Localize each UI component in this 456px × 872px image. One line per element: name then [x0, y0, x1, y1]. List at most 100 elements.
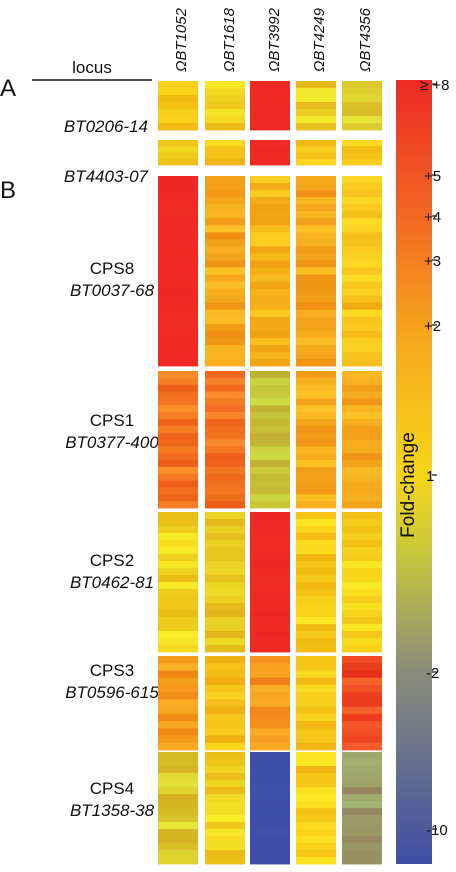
heatmap-cell-stripe: [296, 638, 336, 646]
heatmap-cell-stripe: [296, 309, 336, 318]
heatmap-cell-stripe: [250, 638, 290, 646]
heatmap-cell-stripe: [205, 568, 245, 576]
heatmap-cell-stripe: [250, 295, 290, 304]
heatmap-cell-stripe: [250, 815, 290, 823]
heatmap-cell-stripe: [205, 211, 245, 219]
heatmap-cell-stripe: [296, 253, 336, 261]
heatmap-cell-stripe: [296, 494, 336, 502]
heatmap-cell-stripe: [250, 624, 290, 632]
heatmap-cell-stripe: [158, 267, 198, 276]
heatmap-cell-stripe: [296, 713, 336, 722]
heatmap-cell-stripe: [296, 501, 336, 509]
heatmap-cell-stripe: [296, 480, 336, 488]
heatmap-cell-stripe: [296, 843, 336, 851]
heatmap-cell-stripe: [342, 735, 382, 744]
heatmap-cell-stripe: [205, 183, 245, 191]
heatmap-cell-stripe: [342, 645, 382, 653]
heatmap-cell-stripe: [342, 850, 382, 858]
heatmap-cell-stripe: [205, 197, 245, 205]
heatmap-cell-stripe: [296, 267, 336, 276]
heatmap-cell-stripe: [296, 281, 336, 290]
heatmap-cell-stripe: [205, 425, 245, 434]
heatmap-cell-stripe: [158, 752, 198, 760]
heatmap-cell-stripe: [205, 337, 245, 346]
heatmap-cell-stripe: [158, 713, 198, 722]
heatmap-cell-stripe: [205, 246, 245, 254]
heatmap-cell-stripe: [296, 405, 336, 413]
heatmap-cell-stripe: [296, 603, 336, 611]
heatmap-cell-stripe: [250, 670, 290, 679]
heatmap-cell-stripe: [296, 568, 336, 576]
heatmap-cell-stripe: [250, 183, 290, 191]
heatmap-cell-stripe: [158, 494, 198, 502]
heatmap-cell-stripe: [250, 684, 290, 693]
heatmap-cell-stripe: [158, 480, 198, 488]
heatmap-cell-stripe: [205, 815, 245, 823]
heatmap-cell-stripe: [296, 316, 336, 325]
heatmap-cell-stripe: [342, 610, 382, 618]
heatmap-cell-stripe: [205, 631, 245, 639]
heatmap-cell-stripe: [250, 554, 290, 562]
heatmap-cell-stripe: [158, 501, 198, 509]
heatmap-cell-stripe: [250, 412, 290, 420]
heatmap-cell-stripe: [205, 645, 245, 653]
heatmap-cell-stripe: [205, 123, 245, 131]
heatmap-cell-stripe: [342, 857, 382, 865]
heatmap-cell-stripe: [205, 656, 245, 664]
heatmap-cell-stripe: [342, 102, 382, 110]
heatmap-cell-stripe: [205, 677, 245, 686]
heatmap-cell-stripe: [296, 377, 336, 386]
heatmap-cell-stripe: [296, 218, 336, 226]
heatmap-cell-stripe: [342, 218, 382, 226]
heatmap-cell-stripe: [342, 706, 382, 715]
heatmap-cell-stripe: [250, 721, 290, 729]
heatmap-cell-stripe: [296, 575, 336, 583]
heatmap-cell-stripe: [250, 829, 290, 837]
heatmap-cell-stripe: [250, 568, 290, 576]
heatmap-cell-stripe: [205, 88, 245, 96]
heatmap-cell-stripe: [250, 109, 290, 117]
heatmap-cell-stripe: [250, 742, 290, 751]
heatmap-cell-stripe: [205, 225, 245, 233]
heatmap-cell-stripe: [158, 232, 198, 240]
heatmap-cell-stripe: [250, 405, 290, 413]
heatmap-cell-stripe: [342, 787, 382, 795]
heatmap-cell-stripe: [342, 759, 382, 767]
heatmap-cell-stripe: [296, 850, 336, 858]
heatmap-cell-stripe: [342, 519, 382, 527]
heatmap-cell-stripe: [296, 116, 336, 124]
heatmap-cell-stripe: [296, 246, 336, 254]
heatmap-cell-stripe: [158, 670, 198, 679]
heatmap-cell-stripe: [205, 295, 245, 304]
heatmap-cell-stripe: [342, 460, 382, 468]
colorbar-tick-label: +3: [424, 253, 441, 270]
heatmap-cell-stripe: [250, 81, 290, 89]
heatmap-cell-stripe: [205, 692, 245, 700]
heatmap-cell-stripe: [250, 253, 290, 261]
heatmap-cell-stripe: [296, 330, 336, 339]
heatmap-cell-stripe: [158, 589, 198, 597]
heatmap-cell-stripe: [158, 699, 198, 708]
heatmap-cell-stripe: [250, 158, 290, 166]
heatmap-cell-stripe: [342, 152, 382, 160]
heatmap-cell-stripe: [205, 391, 245, 399]
heatmap-cell-stripe: [250, 351, 290, 360]
heatmap-cell-stripe: [158, 295, 198, 304]
heatmap-cell-stripe: [205, 540, 245, 548]
heatmap-cell-stripe: [158, 412, 198, 420]
panel-label-b: B: [0, 177, 16, 204]
heatmap-cell-stripe: [250, 480, 290, 488]
heatmap-cell-stripe: [342, 561, 382, 569]
heatmap-cell-stripe: [158, 102, 198, 110]
heatmap-cell-stripe: [296, 794, 336, 802]
heatmap-cell-stripe: [158, 519, 198, 527]
heatmap-cell-stripe: [205, 377, 245, 386]
heatmap-cell-stripe: [296, 384, 336, 393]
heatmap-cell-stripe: [296, 512, 336, 520]
heatmap-cell-stripe: [342, 453, 382, 461]
heatmap-cell-stripe: [205, 575, 245, 583]
heatmap-cell-stripe: [205, 519, 245, 527]
heatmap-cell-stripe: [158, 843, 198, 851]
heatmap-cell-stripe: [342, 260, 382, 268]
heatmap-cell-stripe: [342, 773, 382, 781]
